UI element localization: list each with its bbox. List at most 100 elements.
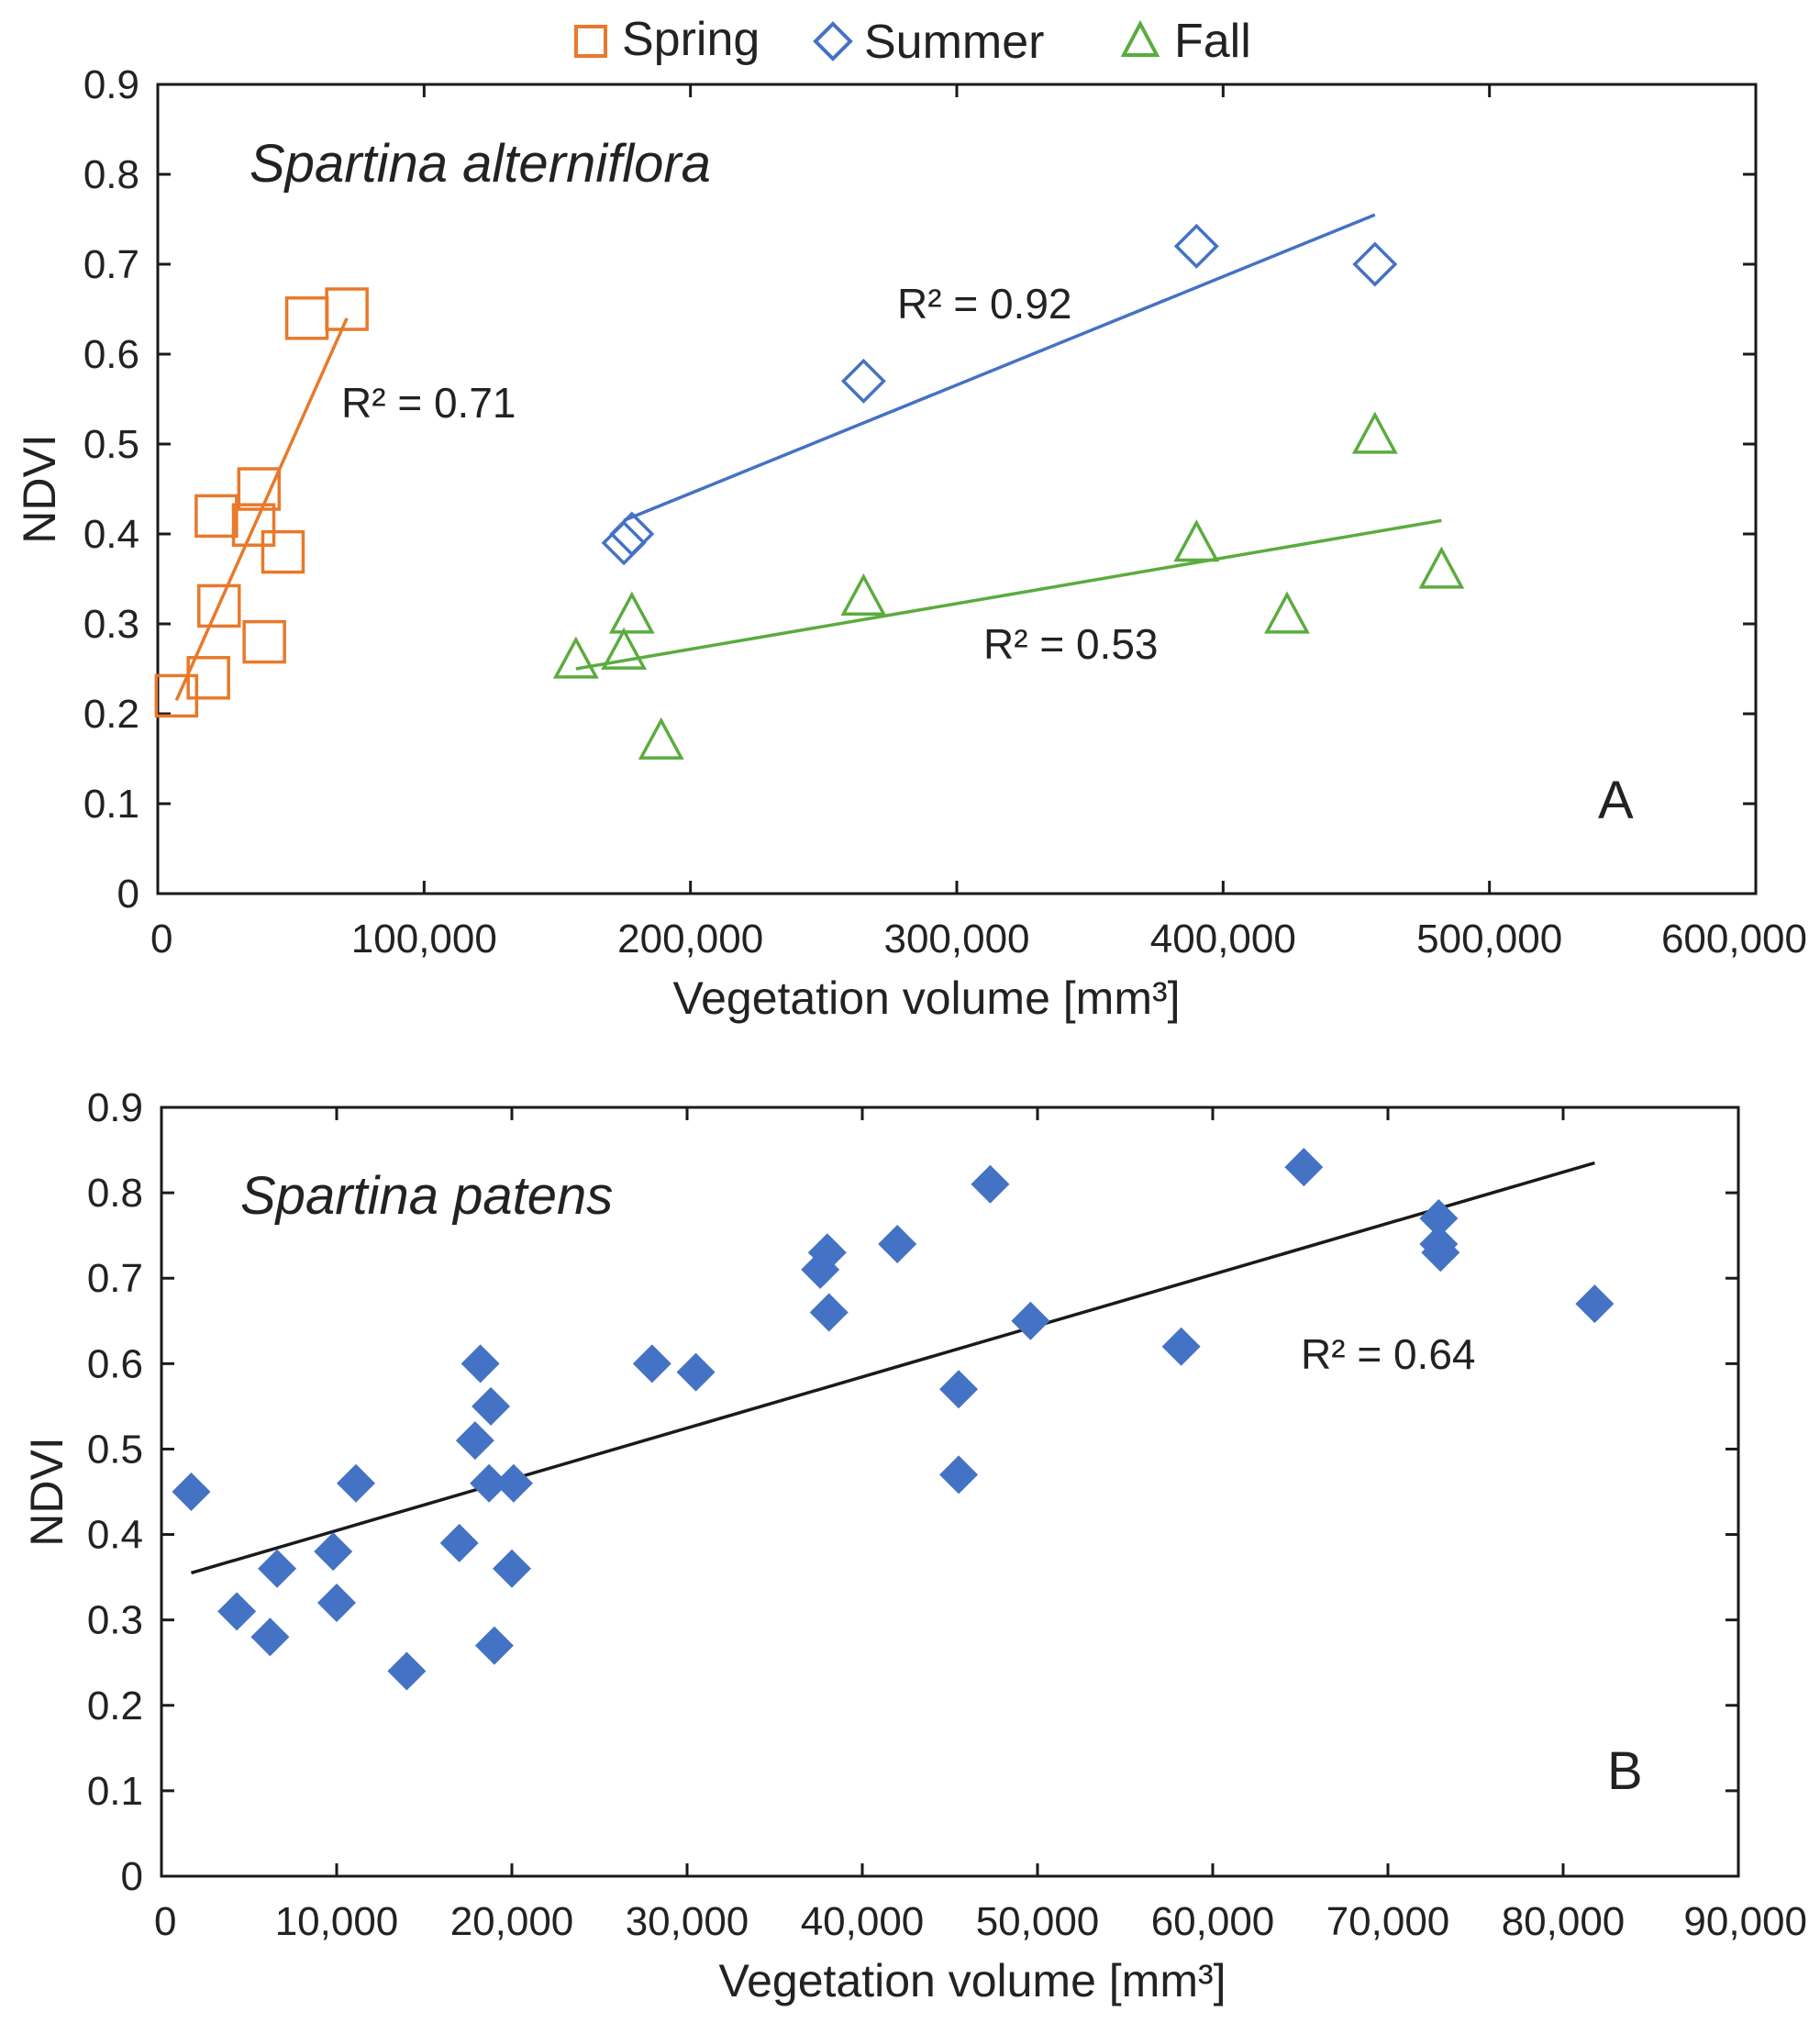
- point-spring-7: [261, 529, 305, 574]
- legend-summer-marker: [813, 21, 853, 61]
- y-tick-label: 0.5: [87, 1427, 143, 1472]
- point-spartina-patens-0: [172, 1473, 211, 1511]
- x-axis-title-b: Vegetation volume [mm³]: [718, 1955, 1226, 2006]
- legend-summer-label: Summer: [864, 16, 1044, 69]
- point-spring-5: [237, 467, 282, 511]
- x-tick-label: 0: [154, 1899, 176, 1944]
- points-b: [172, 1148, 1615, 1691]
- x-tick-label: 10,000: [275, 1899, 399, 1944]
- point-summer-1: [609, 511, 655, 557]
- legend-spring-marker: [574, 25, 607, 58]
- point-spartina-patens-7: [387, 1651, 427, 1691]
- y-tick-label: 0.3: [87, 1598, 143, 1643]
- point-spring-3: [197, 584, 241, 628]
- point-spartina-patens-13: [474, 1626, 514, 1665]
- y-tick-label: 0.4: [87, 1513, 143, 1558]
- trendline-summer: [623, 213, 1376, 522]
- point-spartina-patens-3: [258, 1549, 297, 1588]
- point-summer-0: [601, 520, 647, 566]
- point-spartina-patens-5: [317, 1584, 356, 1623]
- trendline-spartina-patens: [190, 1161, 1595, 1575]
- x-tick-label: 50,000: [976, 1899, 1100, 1944]
- point-spartina-patens-14: [493, 1549, 531, 1588]
- point-spartina-patens-22: [939, 1370, 979, 1409]
- y-tick-label: 0.7: [83, 242, 139, 287]
- x-tick-labels-b: 0 10,000 20,000 30,000 40,000 50,000 60,000 70,…: [154, 1899, 1807, 1944]
- point-summer-3: [1173, 223, 1219, 269]
- x-tick-label: 90,000: [1683, 1899, 1807, 1944]
- point-spartina-patens-20: [809, 1293, 849, 1332]
- r2-label-patens: R² = 0.64: [1301, 1330, 1476, 1378]
- y-tick-label: 0.8: [83, 152, 139, 197]
- y-tick-label: 0: [121, 1854, 143, 1899]
- y-tick-label: 0.3: [83, 602, 139, 647]
- x-tick-label: 30,000: [626, 1899, 749, 1944]
- point-fall-6: [1264, 591, 1310, 634]
- point-spartina-patens-17: [676, 1352, 716, 1392]
- point-spartina-patens-24: [971, 1164, 1010, 1204]
- point-spartina-patens-15: [494, 1463, 533, 1503]
- r2-label-summer: R² = 0.92: [897, 280, 1072, 328]
- x-tick-label: 60,000: [1151, 1899, 1275, 1944]
- y-tick-label: 0.9: [87, 1085, 143, 1130]
- point-spartina-patens-4: [314, 1532, 353, 1572]
- point-spartina-patens-26: [1161, 1327, 1201, 1366]
- point-spring-0: [154, 673, 199, 718]
- x-tick-label: 400,000: [1150, 917, 1296, 961]
- point-spartina-patens-19: [807, 1233, 847, 1273]
- point-spartina-patens-30: [1421, 1233, 1460, 1273]
- y-tick-label: 0.4: [83, 512, 139, 557]
- point-spring-1: [186, 656, 230, 700]
- y-tick-label: 0.6: [83, 332, 139, 377]
- y-tick-label: 0.5: [83, 422, 139, 467]
- point-spartina-patens-8: [439, 1523, 479, 1562]
- point-spring-4: [231, 503, 276, 547]
- y-axis-title-b: NDVI: [21, 1437, 72, 1546]
- y-tick-label: 0.7: [87, 1256, 143, 1301]
- chart-panel-a: 0 0.1 0.2 0.3 0.4 0.5 0.6 0.7 0.8 0.9 0 100,000 200…: [14, 62, 1807, 1024]
- y-tick-label: 0.9: [83, 62, 139, 107]
- r2-label-fall: R² = 0.53: [983, 620, 1159, 668]
- point-summer-4: [1352, 241, 1398, 287]
- x-tick-labels-a: 0 100,000 200,000 300,000 400,000 500,000 600,…: [150, 917, 1807, 961]
- trendlines-b: [190, 1161, 1595, 1575]
- x-tick-label: 70,000: [1326, 1899, 1450, 1944]
- point-spring-9: [325, 287, 369, 331]
- y-axis-title-a: NDVI: [14, 434, 65, 543]
- points-a: [154, 223, 1465, 760]
- point-fall-0: [552, 636, 599, 679]
- point-spartina-patens-23: [939, 1455, 979, 1495]
- y-tick-label: 0.8: [87, 1171, 143, 1216]
- point-spring-6: [242, 619, 286, 664]
- point-fall-7: [1351, 411, 1398, 454]
- panel-label-b: B: [1607, 1741, 1643, 1801]
- plot-frame-b: [160, 1106, 1740, 1878]
- x-tick-label: 100,000: [351, 917, 497, 961]
- y-tick-label: 0.2: [87, 1684, 143, 1728]
- point-summer-2: [840, 358, 886, 404]
- x-tick-label: 0: [150, 917, 172, 961]
- point-fall-4: [840, 572, 887, 617]
- y-tick-labels-a: 0 0.1 0.2 0.3 0.4 0.5 0.6 0.7 0.8 0.9: [83, 62, 139, 917]
- x-axis-title-a: Vegetation volume [mm³]: [672, 973, 1180, 1024]
- ticks-a: [158, 84, 1756, 894]
- x-tick-label: 80,000: [1502, 1899, 1626, 1944]
- r2-label-spring: R² = 0.71: [341, 379, 516, 427]
- point-spartina-patens-2: [250, 1617, 290, 1657]
- species-title-a: Spartina alterniflora: [250, 134, 711, 194]
- point-spartina-patens-28: [1419, 1199, 1459, 1239]
- x-tick-label: 200,000: [617, 917, 763, 961]
- y-tick-label: 0: [117, 872, 139, 917]
- ticks-b: [161, 1107, 1738, 1876]
- legend-fall-label: Fall: [1174, 15, 1251, 68]
- trendline-fall: [575, 518, 1442, 671]
- species-title-b: Spartina patens: [240, 1166, 613, 1226]
- x-tick-label: 20,000: [450, 1899, 574, 1944]
- point-spartina-patens-31: [1575, 1284, 1615, 1324]
- y-tick-label: 0.2: [83, 692, 139, 737]
- point-spartina-patens-21: [878, 1224, 917, 1263]
- y-tick-label: 0.1: [83, 782, 139, 827]
- point-spartina-patens-27: [1284, 1148, 1324, 1187]
- point-spartina-patens-16: [632, 1344, 671, 1384]
- y-tick-label: 0.6: [87, 1341, 143, 1386]
